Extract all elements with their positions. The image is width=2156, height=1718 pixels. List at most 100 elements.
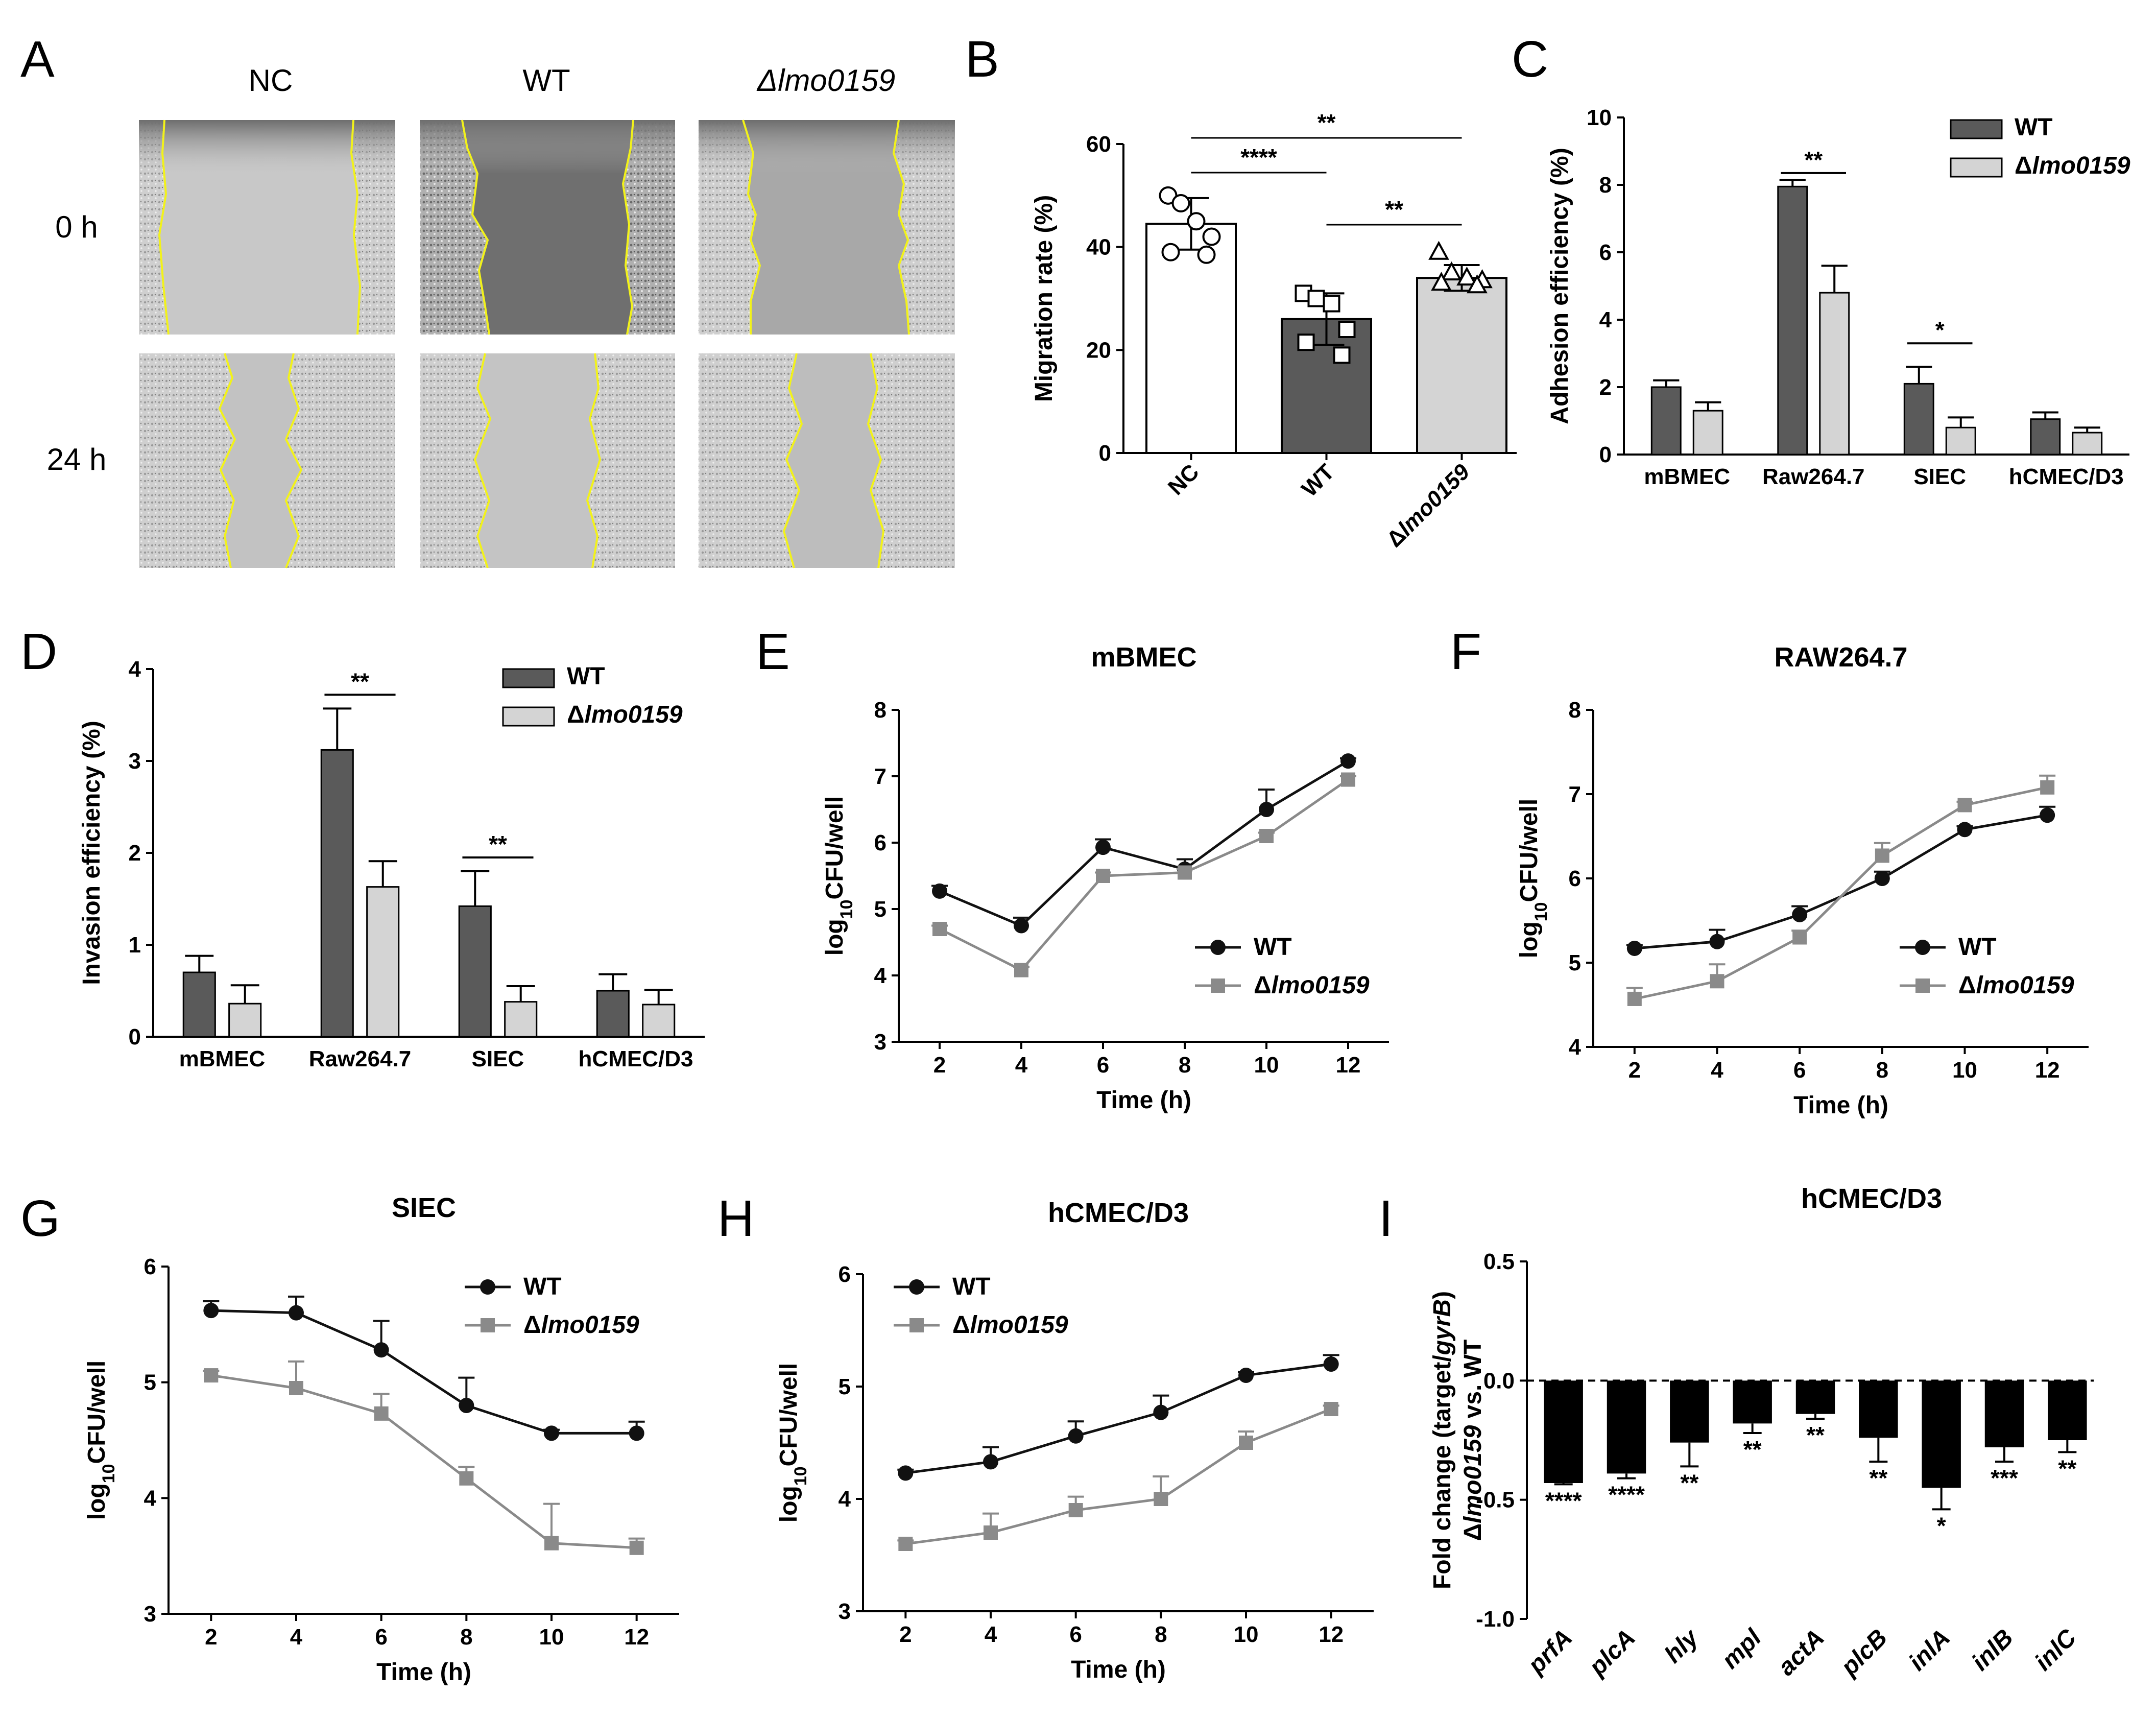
chart-h-x-tick-label: 4 [985,1622,997,1647]
chart-f-x-tick-label: 10 [1952,1058,1977,1083]
chart-e-point-1-5 [1341,772,1355,787]
chart-g-point-1-4 [544,1536,559,1550]
row-label-0h: 0 h [55,210,98,244]
chart-i-bar-2 [1670,1380,1709,1443]
chart-g-point-0-1 [289,1305,304,1321]
chart-e-y-tick-label: 8 [874,698,887,723]
chart-e-point-0-4 [1259,802,1274,817]
chart-f-x-tick-label: 4 [1711,1058,1723,1083]
chart-d-bar-1-0 [320,749,354,1038]
chart-f-point-0-0 [1626,940,1642,956]
chart-d-legend-swatch-1 [502,706,555,727]
chart-f-x-tick-label: 6 [1793,1058,1806,1083]
chart-c: 0 2 4 6 8 10 Adhesion efficiency (%) mBMEC Raw26… [1546,105,2130,489]
chart-d: 0 1 2 3 4 Invasion efficiency (%) mBMEC Raw264.… [78,657,705,1071]
chart-f-x-tick-label: 12 [2035,1058,2060,1083]
chart-b-y-tick-label: 20 [1086,338,1111,363]
chart-d-bar-0-0 [182,971,216,1038]
col-label-nc: NC [249,63,293,98]
chart-i-y-tick-label: -1.0 [1476,1607,1515,1632]
chart-h-point-0-3 [1153,1404,1169,1420]
chart-c-y-tick-label: 4 [1599,307,1612,332]
chart-c-sig-label-1: * [1935,317,1945,343]
chart-i-x-tick-label: hly [1660,1624,1705,1668]
chart-b-point [1441,261,1462,281]
chart-c-x-tick-label: SIEC [1913,464,1966,489]
chart-e-point-0-5 [1340,753,1356,769]
chart-e-legend-label-0: WT [1254,934,1292,961]
chart-b-point [1297,333,1315,351]
chart-f-y-tick-label: 7 [1569,782,1581,807]
col-label-wt: WT [522,63,570,98]
chart-e-y-tick-label: 4 [874,963,887,988]
chart-h-point-1-0 [898,1537,913,1551]
chart-f-legend-marker-1 [1915,979,1930,993]
chart-b-point [1307,290,1325,307]
chart-h-y-tick-label: 4 [839,1487,851,1512]
chart-g-legend-marker-1 [481,1318,495,1332]
chart-c-x-tick-label: hCMEC/D3 [2009,464,2124,489]
chart-b-y-axis-label: Migration rate (%) [1031,195,1058,402]
chart-b-y-tick-label: 0 [1099,441,1111,466]
chart-f-x-axis-label: Time (h) [1793,1092,1888,1119]
chart-g-point-0-2 [373,1342,389,1358]
chart-g: 3 4 5 6 2 4 6 8 10 12 Time (h) log10CFU/well SIEC WT Δ… [83,1192,679,1686]
micrograph-mutant-0h [699,120,955,335]
chart-h-point-0-2 [1068,1428,1084,1444]
chart-h-legend-marker-1 [909,1318,924,1332]
chart-c-y-tick-label: 0 [1599,442,1612,467]
chart-g-legend-label-1: Δlmo0159 [523,1311,639,1339]
chart-g-point-0-5 [629,1425,644,1441]
chart-b-point [1456,267,1477,286]
chart-h-y-tick-label: 6 [839,1262,851,1287]
chart-f-point-0-3 [1874,871,1890,886]
chart-e-point-1-2 [1096,869,1110,883]
chart-e-point-1-3 [1178,865,1192,880]
panel-letter-c: C [1512,31,1548,88]
chart-i-bar-3 [1733,1380,1772,1424]
chart-e: 3 4 5 6 7 8 2 4 6 8 10 12 Time (h) log10CFU/well mBMEC… [821,642,1389,1114]
chart-g-y-tick-label: 4 [144,1486,157,1511]
chart-i-x-tick-label: inlB [1967,1624,2019,1676]
chart-e-y-tick-label: 6 [874,830,887,855]
chart-h-point-0-0 [898,1465,914,1481]
chart-i-sig-label-8: ** [2058,1455,2076,1482]
chart-c-x-tick-label: Raw264.7 [1762,464,1865,489]
chart-d-x-tick-label: SIEC [472,1046,524,1071]
chart-b-point [1333,346,1351,364]
chart-f-point-0-2 [1792,906,1808,922]
chart-h-series-line-0 [905,1363,1331,1474]
micrograph-wt-0h [420,120,675,335]
chart-b-point [1323,295,1340,313]
chart-f-y-tick-label: 6 [1569,866,1581,891]
chart-h-series-line-1 [905,1407,1332,1545]
chart-g-point-0-0 [203,1303,219,1319]
chart-d-sig-label-1: ** [489,831,507,857]
chart-i-sig-label-5: ** [1869,1465,1887,1491]
chart-f-x-tick-label: 2 [1628,1058,1641,1083]
chart-i-bar-7 [1984,1380,2024,1447]
chart-e-point-1-0 [932,922,947,936]
chart-d-legend-swatch-0 [502,668,555,688]
col-label-mutant: Δlmo0159 [756,63,895,98]
row-label-24h: 24 h [47,442,107,476]
chart-h-legend-marker-0 [909,1279,924,1295]
chart-b-point [1338,321,1356,338]
chart-e-legend-marker-0 [1210,940,1226,955]
chart-e-x-tick-label: 8 [1179,1053,1191,1078]
chart-i-sig-label-2: ** [1680,1469,1698,1496]
chart-g-x-tick-label: 6 [375,1625,387,1650]
panel-letter-f: F [1450,623,1481,680]
chart-e-x-tick-label: 4 [1015,1053,1028,1078]
chart-d-legend-label-1: Δlmo0159 [567,701,683,728]
chart-c-bar-3-1 [2072,432,2103,456]
chart-e-point-0-0 [932,883,947,899]
chart-f-point-1-5 [2040,780,2055,795]
chart-f-y-tick-label: 8 [1569,698,1581,723]
chart-b-x-tick-label: WT [1297,459,1339,502]
chart-e-legend-label-1: Δlmo0159 [1254,972,1370,999]
chart-b-point [1428,241,1449,260]
chart-e-y-tick-label: 3 [874,1030,887,1055]
